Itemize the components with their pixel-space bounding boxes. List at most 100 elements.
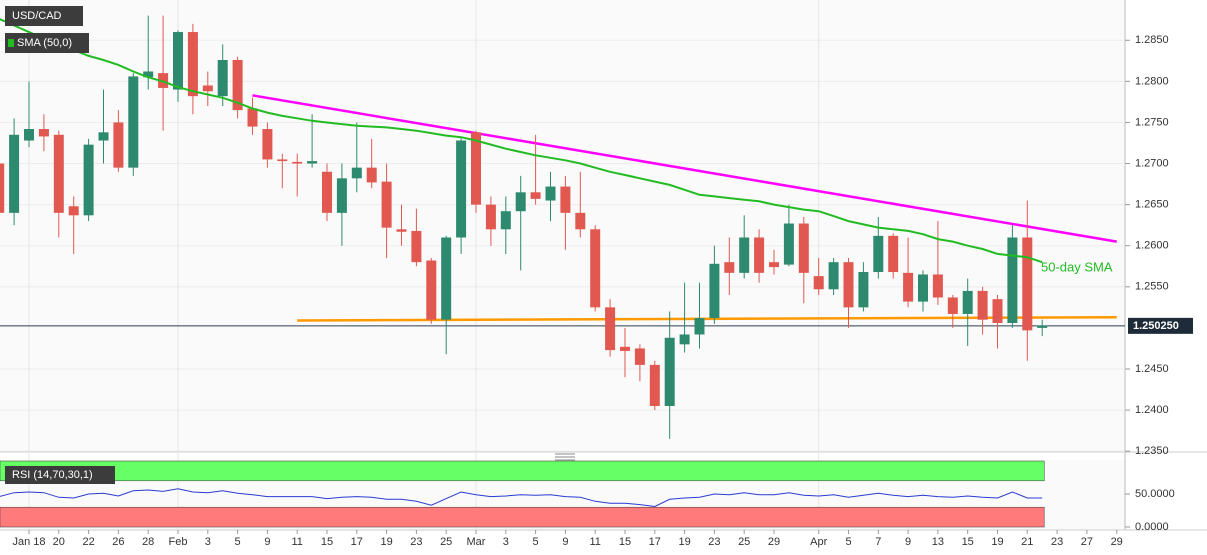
candle-body [217,59,228,97]
y-tick-label: 1.2350 [1135,445,1169,457]
last-price-box [1128,317,1193,334]
x-tick-label: 19 [678,536,690,548]
x-tick-label: 9 [905,536,911,548]
candle-body [1022,237,1033,331]
sma-line [0,18,1043,264]
candle-body [485,204,496,230]
candle-body [605,307,616,351]
x-tick-label: 3 [503,536,509,548]
rsi-zone [0,460,1045,482]
x-tick-label: 28 [142,536,154,548]
candle-body [426,260,437,320]
y-tick-label: 1.2800 [1135,75,1169,87]
legend-entry: SMA (50,0) [17,37,72,49]
x-tick-label: Feb [169,536,188,548]
last-price-label: 1.250250 [1133,320,1179,332]
x-tick-label: 9 [264,536,270,548]
candle-body [68,206,79,216]
candle-body [173,32,183,90]
candle-body [903,272,914,302]
legend-swatch [8,39,14,47]
x-tick-label: Jan 18 [12,536,45,548]
candle-body [798,223,809,273]
candle-body [992,299,1003,323]
annotation: 50-day SMA [1041,259,1113,274]
candle-body [545,186,556,201]
rsi-zone [0,506,1045,528]
candle-body [620,346,630,351]
x-tick-label: 15 [962,536,974,548]
x-tick-label: 3 [205,536,211,548]
x-tick-label: 5 [845,536,851,548]
x-tick-label: 11 [589,536,600,548]
candle-body [0,163,5,213]
pane-handle[interactable] [555,453,575,461]
y-tick-label: 1.2600 [1135,240,1169,252]
candle-body [98,132,109,141]
y-tick-label: 1.2450 [1135,363,1169,375]
candle-body [38,129,49,137]
candle-body [679,334,690,345]
candle-body [918,274,928,302]
y-tick-label: 1.2850 [1135,34,1169,46]
legend-box [5,6,83,26]
x-tick-label: Mar [467,536,486,548]
candle-body [560,186,571,213]
plot-area [0,0,1125,452]
candle-body [515,192,526,212]
x-tick-label: 15 [321,536,333,548]
y-tick-label: 1.2400 [1135,404,1169,416]
candle-body [575,212,586,230]
y-tick-label: 50.0000 [1135,488,1175,500]
x-tick-label: 19 [380,536,392,548]
candle-body [336,178,347,213]
candle-body [664,337,675,406]
candle-body [634,348,645,365]
candle-body [396,229,407,232]
legend: USD/CAD SMA (50,0) RSI (14,70,30,1) [5,6,115,484]
candle-body [590,229,601,308]
y-tick-label: 1.2700 [1135,157,1169,169]
candle-body [500,211,511,230]
candle-body [1037,325,1048,328]
marks: 1.2850 1.2800 1.2750 1.2700 1.2650 1.2600 1.25… [0,0,1193,548]
candle-body [843,262,854,308]
candle-body [739,237,750,273]
candle-body [187,32,198,97]
x-tick-label: Apr [810,536,827,548]
x-tick-label: 13 [932,536,944,548]
x-tick-label: 27 [1081,536,1093,548]
candle-body [411,230,422,263]
x-tick-label: 25 [738,536,750,548]
x-tick-label: 15 [619,536,631,548]
x-tick-label: 29 [1111,536,1123,548]
candle-body [694,318,705,335]
candle-body [24,129,34,141]
candle-body [247,108,258,127]
rsi-line [0,488,1043,508]
candle-body [783,223,794,265]
x-tick-label: 17 [649,536,661,548]
y-tick-label: 1.2650 [1135,199,1169,211]
candle-body [649,364,660,406]
candle-body [947,297,958,314]
candle-body [1007,237,1018,323]
y-tick-label: 1.2550 [1135,281,1169,293]
candle-body [143,71,154,78]
x-tick-label: 7 [875,536,881,548]
candle-body [858,272,869,308]
candle-body [456,140,467,238]
candle-body [232,59,243,111]
candle-body [828,262,839,290]
candle-body [366,167,377,183]
x-tick-label: 22 [82,536,94,548]
x-tick-label: 23 [708,536,720,548]
y-tick-label: 0.0000 [1135,521,1169,533]
candle-body [277,159,288,162]
legend-box [5,33,89,53]
candle-body [441,237,452,320]
candle-body [9,134,20,213]
candle-body [932,274,943,298]
x-tick-label: 25 [440,536,452,548]
